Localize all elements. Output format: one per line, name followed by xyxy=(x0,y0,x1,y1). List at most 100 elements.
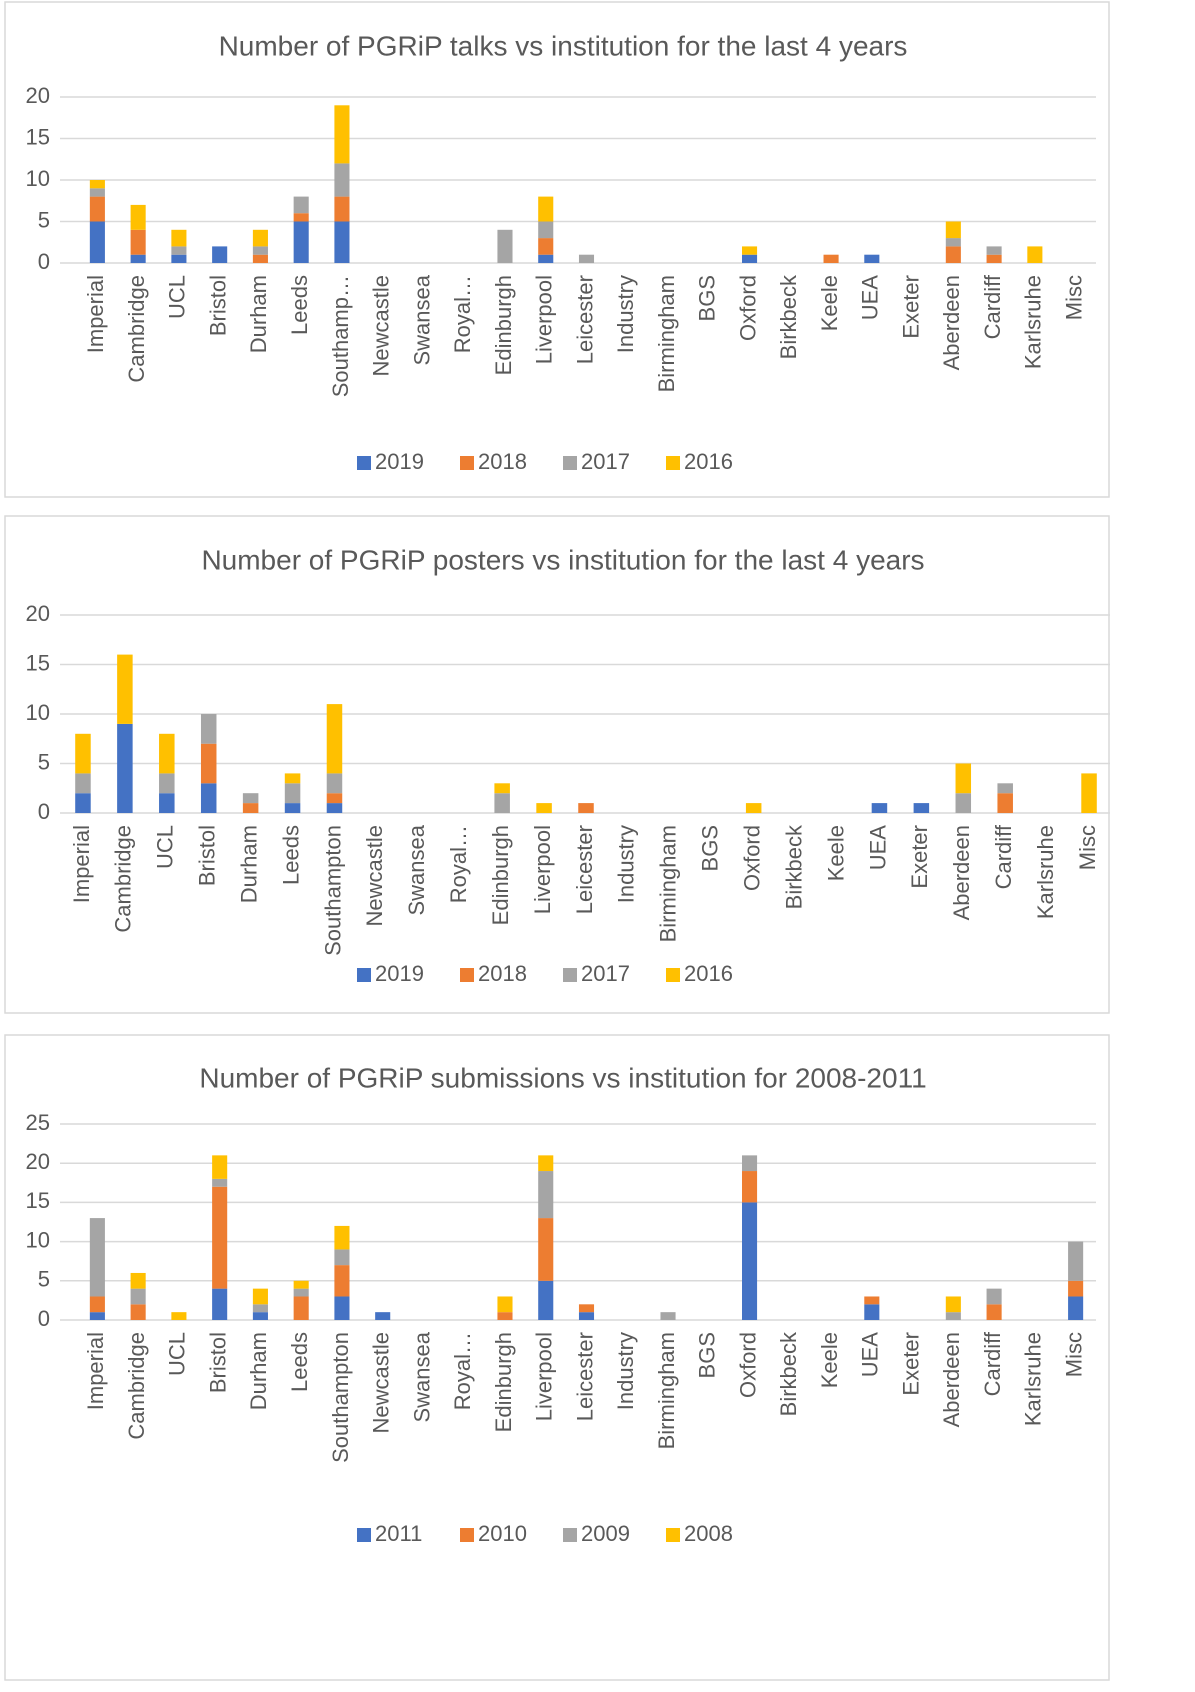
x-tick-label: BGS xyxy=(698,825,723,871)
bar-segment xyxy=(578,1304,595,1313)
x-tick-label: Edinburgh xyxy=(491,275,516,375)
x-tick-label: UEA xyxy=(858,1332,883,1378)
x-tick-label: Liverpool xyxy=(532,1332,557,1421)
bar-segment xyxy=(494,793,510,813)
bar-segment xyxy=(212,1178,228,1187)
x-tick-label: UCL xyxy=(153,825,178,869)
bar-segment xyxy=(497,1312,513,1320)
bar-segment xyxy=(326,704,343,774)
bar-segment xyxy=(538,196,554,222)
x-tick-label: Oxford xyxy=(739,825,764,891)
bar-segment xyxy=(171,1312,187,1320)
x-tick-label: Aberdeen xyxy=(939,275,964,370)
x-tick-label: Royal… xyxy=(446,825,471,903)
bar-segment xyxy=(578,803,594,813)
x-tick-label: Aberdeen xyxy=(939,1332,964,1427)
y-tick-label: 25 xyxy=(26,1110,50,1135)
legend-swatch xyxy=(563,456,577,470)
bar-segment xyxy=(75,793,91,813)
bar-segment xyxy=(497,1296,513,1313)
y-tick-label: 20 xyxy=(26,1149,50,1174)
bar-segment xyxy=(334,221,350,263)
bar-segment xyxy=(171,246,187,255)
y-tick-label: 5 xyxy=(38,749,50,774)
bar-segment xyxy=(864,1304,880,1320)
bar-segment xyxy=(293,1280,309,1289)
bar-segment xyxy=(871,803,888,813)
bar-segment xyxy=(745,803,762,813)
y-tick-label: 15 xyxy=(26,124,50,149)
x-tick-label: Industry xyxy=(614,825,639,903)
bar-segment xyxy=(159,793,175,813)
legend-swatch xyxy=(666,968,680,982)
bar-segment xyxy=(986,246,1002,255)
bar-segment xyxy=(200,743,217,784)
bar-segment xyxy=(117,654,133,724)
bar-segment xyxy=(252,1288,268,1305)
x-tick-label: Bristol xyxy=(195,825,220,886)
bar-segment xyxy=(945,246,961,263)
bar-segment xyxy=(538,221,554,239)
x-tick-label: Keele xyxy=(817,1332,842,1388)
bar-segment xyxy=(252,1312,268,1320)
x-tick-label: Leicester xyxy=(572,1332,597,1421)
bar-segment xyxy=(864,1296,880,1305)
x-tick-label: Leicester xyxy=(572,275,597,364)
x-tick-label: Industry xyxy=(613,275,638,353)
legend-label: 2018 xyxy=(478,961,527,986)
bar-segment xyxy=(538,1171,554,1219)
x-tick-label: Birkbeck xyxy=(781,824,806,909)
x-tick-label: Durham xyxy=(236,825,261,903)
bar-segment xyxy=(252,254,268,263)
chart-title: Number of PGRiP submissions vs instituti… xyxy=(199,1062,926,1093)
x-tick-label: Cardiff xyxy=(991,824,1016,889)
bar-segment xyxy=(536,803,552,813)
bar-segment xyxy=(494,783,510,794)
x-tick-label: Leeds xyxy=(278,825,303,885)
bar-segment xyxy=(1027,246,1043,263)
y-tick-label: 0 xyxy=(38,799,50,824)
x-tick-label: Exeter xyxy=(907,825,932,889)
bar-segment xyxy=(130,229,146,255)
bar-segment xyxy=(89,196,105,222)
x-tick-label: Southampton xyxy=(328,1332,353,1463)
legend-label: 2019 xyxy=(375,449,424,474)
legend-swatch xyxy=(563,1528,577,1542)
legend-swatch xyxy=(460,1528,474,1542)
x-tick-label: Swansea xyxy=(404,824,429,915)
x-tick-label: Aberdeen xyxy=(949,825,974,920)
x-tick-label: Durham xyxy=(246,275,271,353)
legend-swatch xyxy=(563,968,577,982)
y-tick-label: 20 xyxy=(26,601,50,626)
x-tick-label: Leicester xyxy=(572,825,597,914)
x-tick-label: Newcastle xyxy=(369,1332,394,1433)
legend-label: 2016 xyxy=(684,449,733,474)
x-tick-label: Liverpool xyxy=(530,825,555,914)
y-tick-label: 15 xyxy=(26,650,50,675)
legend-swatch xyxy=(460,456,474,470)
bar-segment xyxy=(1068,1241,1084,1281)
bar-segment xyxy=(293,213,309,222)
x-tick-label: Karlsruhe xyxy=(1021,1332,1046,1426)
x-tick-label: Royal… xyxy=(450,1332,475,1410)
bar-segment xyxy=(252,229,268,247)
bar-segment xyxy=(326,803,343,813)
x-tick-label: Durham xyxy=(246,1332,271,1410)
bar-segment xyxy=(212,1155,228,1179)
bar-segment xyxy=(538,1218,554,1281)
bar-segment xyxy=(334,105,350,164)
bar-segment xyxy=(212,1288,228,1320)
bar-segment xyxy=(284,773,301,784)
bar-segment xyxy=(334,1296,350,1320)
bar-segment xyxy=(252,1304,268,1313)
x-tick-label: UEA xyxy=(865,825,890,871)
x-tick-label: Misc xyxy=(1061,1332,1086,1377)
x-tick-label: Birmingham xyxy=(656,825,681,942)
bar-segment xyxy=(334,1249,350,1266)
bar-segment xyxy=(334,196,350,222)
x-tick-label: Edinburgh xyxy=(488,825,513,925)
bar-segment xyxy=(171,254,187,263)
bar-segment xyxy=(864,254,880,263)
x-tick-label: Misc xyxy=(1061,275,1086,320)
